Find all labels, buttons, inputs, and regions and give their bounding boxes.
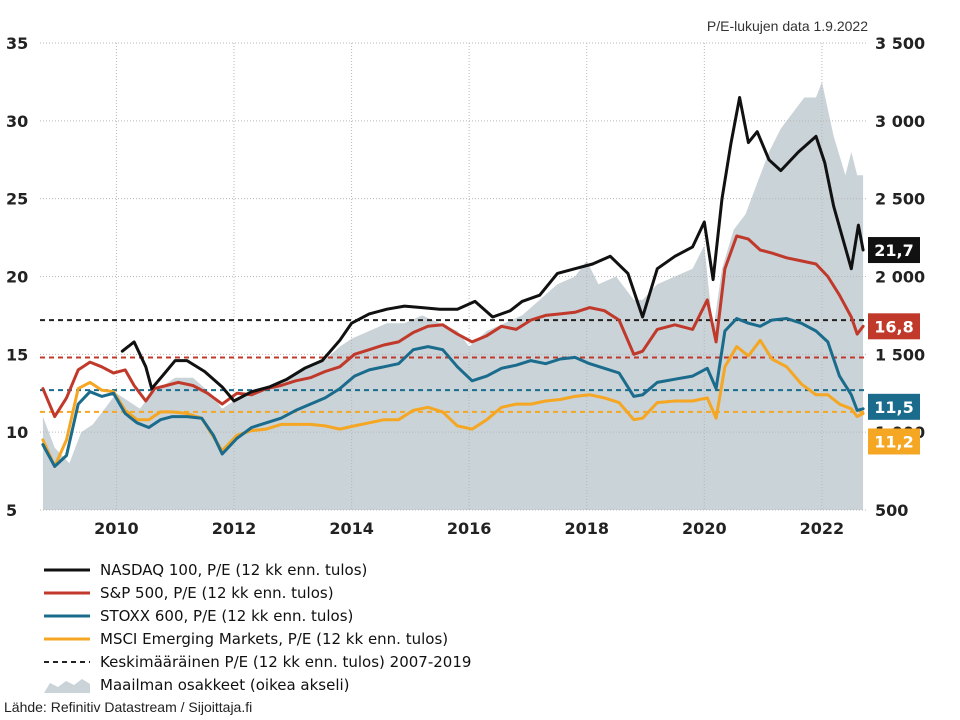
- y-right-tick-label: 2 500: [875, 190, 925, 209]
- y-left-tick-label: 30: [6, 112, 28, 131]
- stoxx-end-label: 11,5: [874, 398, 913, 417]
- stoxx-end-label-box: [868, 393, 920, 420]
- legend-swatch: [42, 583, 92, 603]
- y-right-tick-label: 500: [875, 501, 908, 520]
- x-tick-label: 2012: [212, 519, 257, 538]
- legend-swatch: [42, 652, 92, 672]
- x-tick-label: 2022: [800, 519, 845, 538]
- msci-em-line: [41, 338, 865, 468]
- legend-label: Keskimääräinen P/E (12 kk enn. tulos) 20…: [100, 652, 472, 671]
- legend-sp500: S&P 500, P/E (12 kk enn. tulos): [42, 581, 471, 604]
- legend-label: MSCI Emerging Markets, P/E (12 kk enn. t…: [100, 629, 449, 648]
- legend-msci: MSCI Emerging Markets, P/E (12 kk enn. t…: [42, 627, 471, 650]
- x-tick-label: 2014: [329, 519, 374, 538]
- legend-average: Keskimääräinen P/E (12 kk enn. tulos) 20…: [42, 650, 471, 673]
- msci-end-label: 11,2: [874, 432, 913, 451]
- y-left-tick-label: 10: [6, 423, 28, 442]
- x-tick-label: 2020: [682, 519, 727, 538]
- source-note: Lähde: Refinitiv Datastream / Sijoittaja…: [4, 699, 253, 715]
- nasdaq-end-label: 21,7: [874, 241, 913, 260]
- sp-end-label: 16,8: [874, 317, 913, 336]
- legend-label: S&P 500, P/E (12 kk enn. tulos): [100, 583, 334, 602]
- x-tick-label: 2018: [564, 519, 609, 538]
- y-right-tick-label: 1 500: [875, 345, 925, 364]
- world-equities-area: [42, 81, 864, 511]
- x-tick-label: 2010: [94, 519, 139, 538]
- legend-swatch: [42, 675, 92, 695]
- y-left-tick-label: 25: [6, 190, 28, 209]
- legend-swatch: [42, 560, 92, 580]
- legend-label: NASDAQ 100, P/E (12 kk enn. tulos): [100, 560, 368, 579]
- nasdaq-100-line: [120, 96, 865, 403]
- data-date-note: P/E-lukujen data 1.9.2022: [706, 18, 868, 34]
- nasdaq-end-label-box: [868, 237, 920, 264]
- legend-nasdaq: NASDAQ 100, P/E (12 kk enn. tulos): [42, 558, 471, 581]
- legend: NASDAQ 100, P/E (12 kk enn. tulos) S&P 50…: [42, 558, 471, 696]
- y-right-tick-label: 2 000: [875, 268, 925, 287]
- legend-label: Maailman osakkeet (oikea akseli): [100, 675, 350, 694]
- y-left-tick-label: 35: [6, 34, 28, 53]
- y-left-tick-label: 20: [6, 268, 28, 287]
- x-tick-label: 2016: [447, 519, 492, 538]
- sp-500-line: [41, 234, 865, 419]
- legend-stoxx: STOXX 600, P/E (12 kk enn. tulos): [42, 604, 471, 627]
- y-left-tick-label: 15: [6, 345, 28, 364]
- legend-label: STOXX 600, P/E (12 kk enn. tulos): [100, 606, 354, 625]
- legend-world: Maailman osakkeet (oikea akseli): [42, 673, 471, 696]
- sp-end-label-box: [868, 313, 920, 340]
- msci-end-label-box: [868, 428, 920, 455]
- legend-swatch: [42, 606, 92, 626]
- legend-swatch: [42, 629, 92, 649]
- y-right-tick-label: 3 500: [875, 34, 925, 53]
- stoxx-600-line: [41, 317, 865, 468]
- y-left-tick-label: 5: [6, 501, 17, 520]
- y-right-tick-label: 3 000: [875, 112, 925, 131]
